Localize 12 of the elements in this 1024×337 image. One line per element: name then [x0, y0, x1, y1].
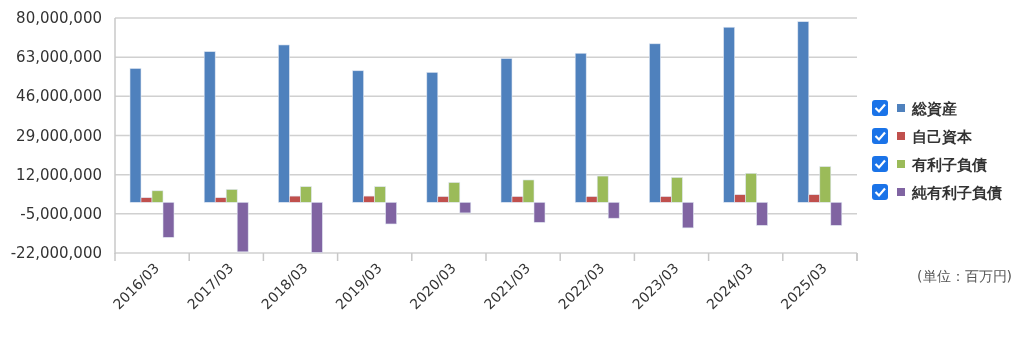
legend-label: 有利子負債 [911, 156, 987, 174]
y-tick-label: 80,000,000 [16, 9, 102, 27]
y-tick-label: 12,000,000 [16, 165, 102, 184]
legend-label: 純有利子負債 [911, 184, 1002, 202]
y-tick-label: 46,000,000 [16, 87, 102, 106]
y-tick-label: -5,000,000 [20, 204, 102, 223]
y-tick-label: 63,000,000 [16, 48, 102, 67]
text: (単位：百万円) [917, 268, 1012, 284]
y-tick-label: -22,000,000 [10, 244, 102, 262]
legend-label: 自己資本 [912, 128, 973, 146]
y-tick-label: 29,000,000 [16, 126, 102, 145]
legend-label: 総資産 [911, 100, 957, 118]
